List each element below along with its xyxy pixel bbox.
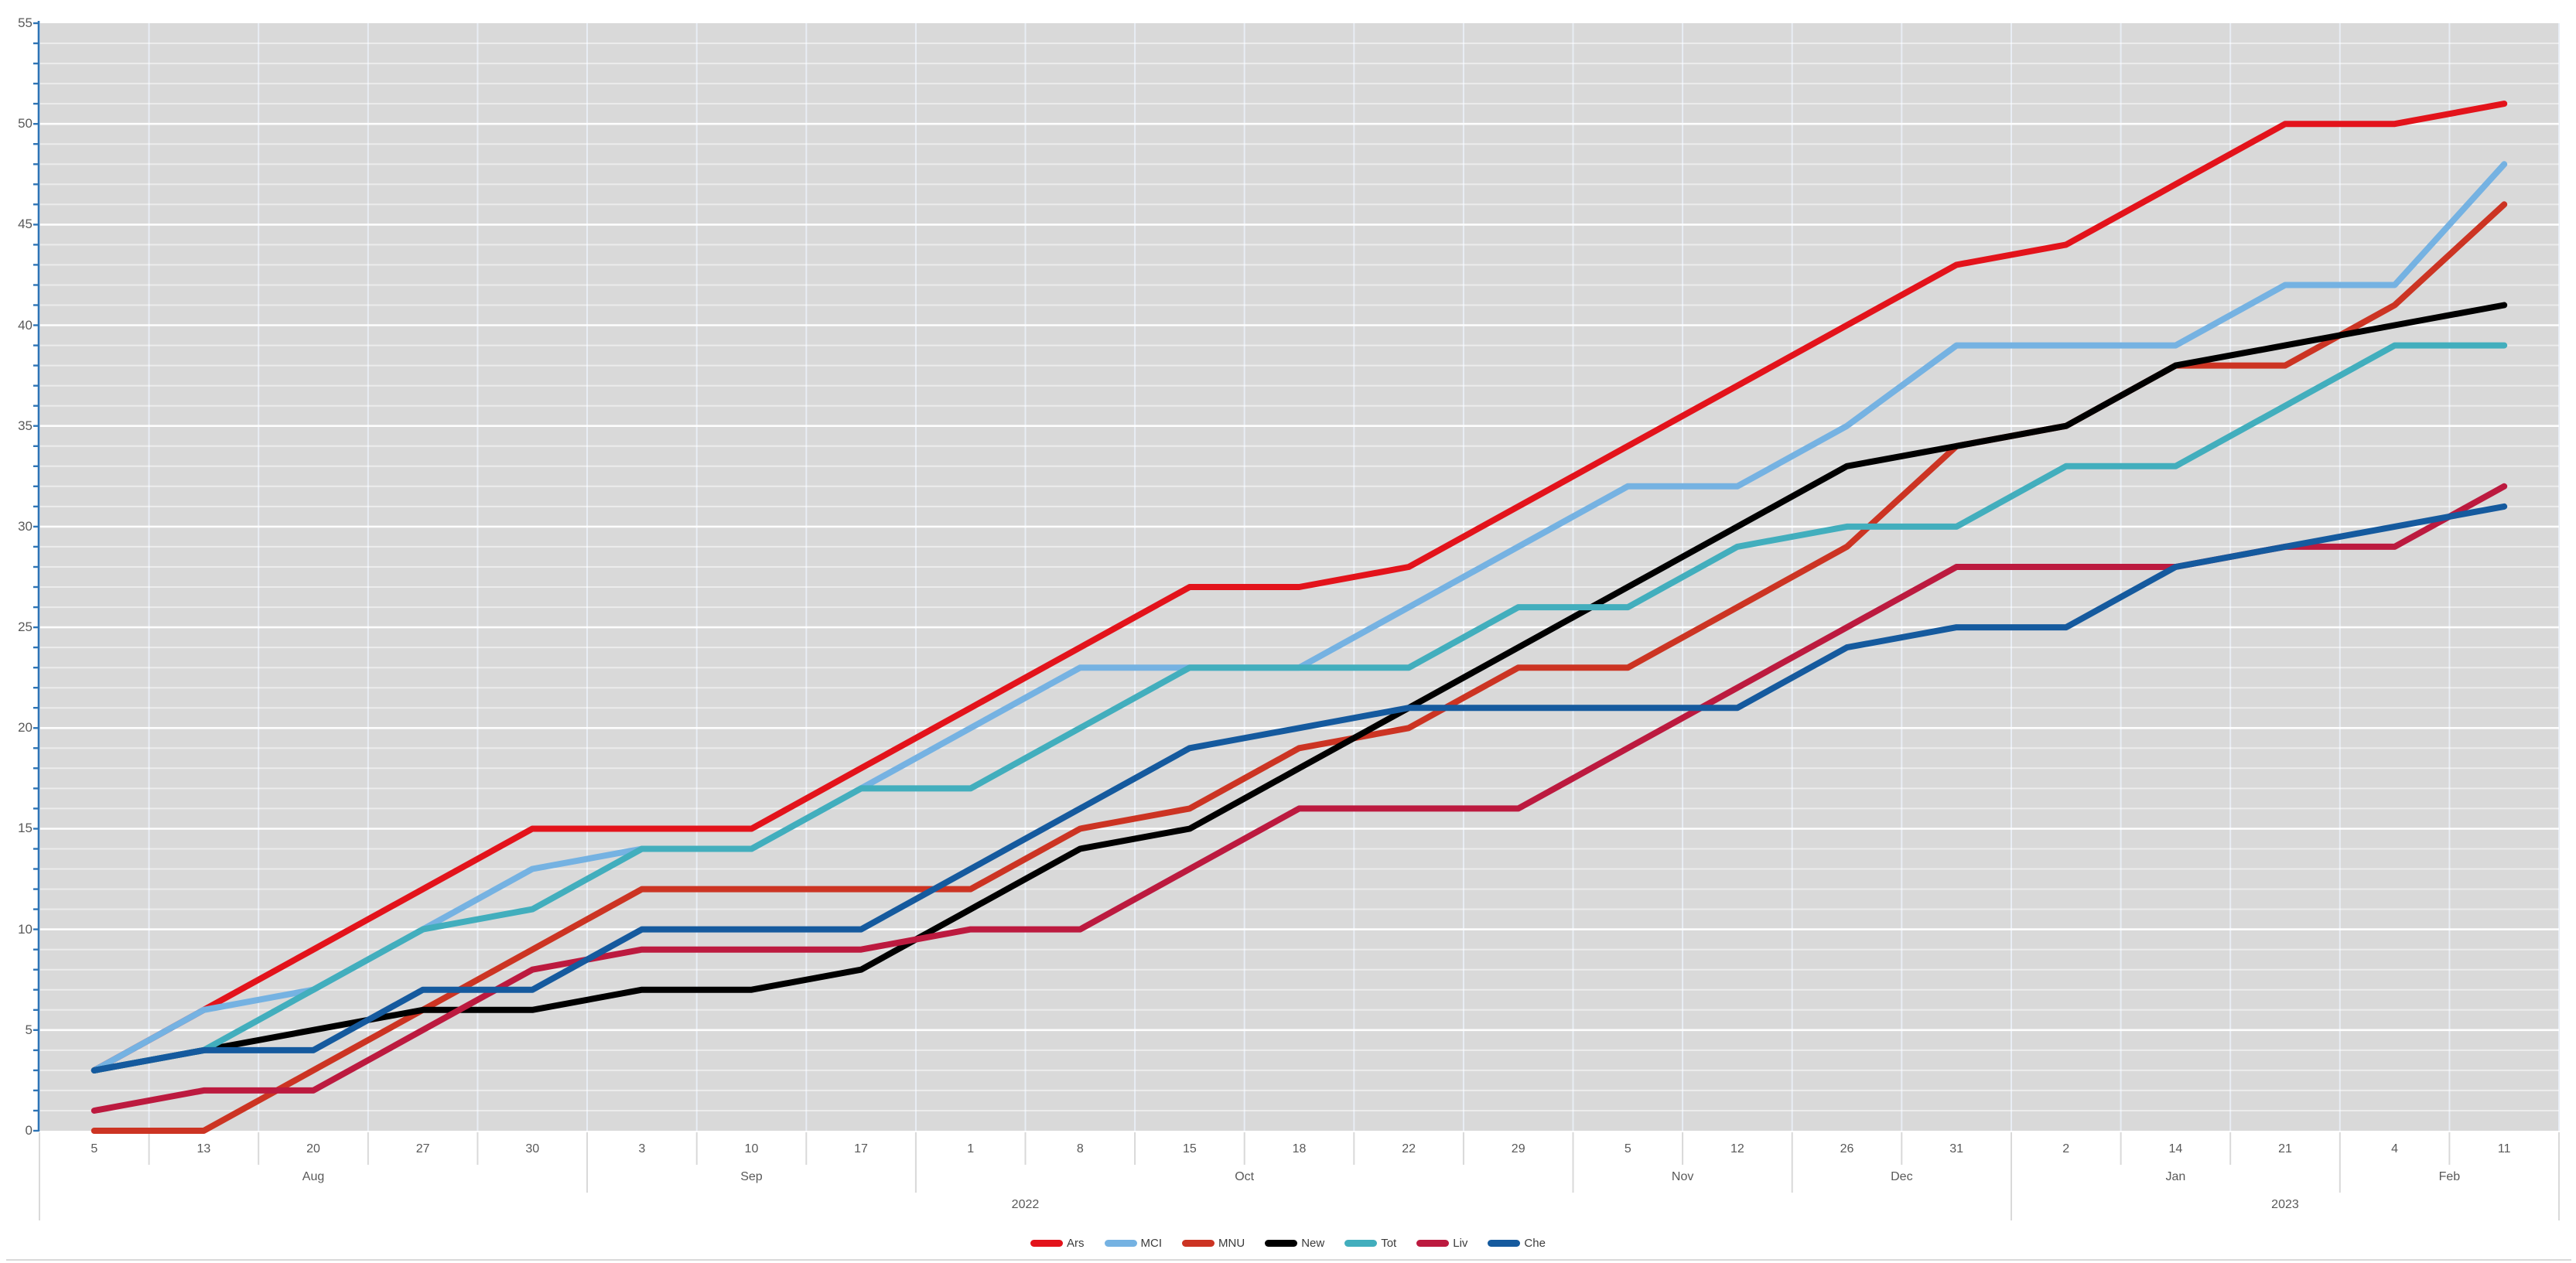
- legend-item-Liv: Liv: [1416, 1237, 1467, 1250]
- x-axis-month-label: Dec: [1891, 1170, 1913, 1183]
- legend-swatch-icon: [1265, 1239, 1298, 1247]
- x-axis-day-label: 5: [91, 1142, 98, 1155]
- legend-item-MCI: MCI: [1104, 1236, 1163, 1250]
- chart-legend: Ars MCI MNU New Tot Liv Che: [0, 1230, 2576, 1256]
- series-line-New: [91, 302, 2508, 1074]
- y-axis-tick-label: 10: [18, 921, 32, 937]
- legend-label: Che: [1524, 1236, 1546, 1250]
- x-axis-month-label: Oct: [1235, 1170, 1255, 1183]
- x-axis-day-label: 14: [2168, 1142, 2183, 1155]
- x-axis-day-label: 12: [1730, 1142, 1744, 1155]
- y-axis-tick-label: 50: [18, 116, 32, 131]
- x-axis-day-label: 3: [638, 1142, 646, 1155]
- x-axis-month-label: Aug: [302, 1170, 325, 1183]
- y-axis-tick-label: 45: [18, 217, 32, 232]
- x-axis-month-label: Sep: [740, 1170, 763, 1183]
- x-axis-year-label: 2022: [1011, 1198, 1040, 1211]
- y-axis-tick-label: 35: [18, 418, 32, 433]
- legend-swatch-icon: [1416, 1239, 1450, 1247]
- legend-item-New: New: [1265, 1237, 1324, 1250]
- x-axis-day-label: 31: [1949, 1142, 1964, 1155]
- y-axis-tick-label: 5: [25, 1022, 32, 1037]
- legend-item-Ars: Ars: [1030, 1237, 1085, 1250]
- x-axis-day-label: 30: [525, 1142, 540, 1155]
- y-axis-tick-label: 0: [25, 1123, 32, 1138]
- x-axis-day-label: 1: [967, 1142, 975, 1155]
- legend-item-Che: Che: [1488, 1237, 1546, 1250]
- legend-swatch-icon: [1488, 1239, 1521, 1247]
- x-axis-month-label: Feb: [2438, 1170, 2461, 1183]
- y-axis-tick-label: 55: [18, 15, 32, 30]
- x-axis-day-label: 11: [2497, 1142, 2511, 1155]
- x-axis-day-label: 15: [1182, 1142, 1197, 1155]
- x-axis-day-label: 21: [2278, 1142, 2292, 1155]
- legend-label: Tot: [1381, 1236, 1397, 1250]
- window-bottom-border: [6, 1259, 2571, 1261]
- x-axis-day-label: 26: [1840, 1142, 1854, 1155]
- plot-background: [39, 23, 2559, 1131]
- x-axis-day-label: 17: [854, 1142, 868, 1155]
- x-axis-day-label: 22: [1402, 1142, 1416, 1155]
- x-axis-day-label: 8: [1076, 1142, 1084, 1155]
- x-axis-day-label: 29: [1511, 1142, 1525, 1155]
- legend-label: New: [1301, 1236, 1325, 1250]
- legend-item-MNU: MNU: [1182, 1237, 1245, 1250]
- legend-label: MNU: [1218, 1236, 1245, 1250]
- x-axis-day-label: 27: [415, 1142, 430, 1155]
- y-axis-tick-label: 25: [18, 620, 32, 635]
- legend-label: Ars: [1067, 1236, 1085, 1250]
- legend-label: Liv: [1453, 1236, 1468, 1250]
- x-axis-day-label: 2: [2062, 1142, 2070, 1155]
- y-axis-tick-label: 15: [18, 821, 32, 836]
- x-axis-separators: [39, 1132, 2560, 1220]
- x-axis-year-label: 2023: [2271, 1198, 2299, 1211]
- x-axis-day-label: 13: [196, 1142, 211, 1155]
- y-axis-line: [33, 21, 40, 1132]
- series-line-Che: [91, 503, 2508, 1074]
- x-axis-day-label: 5: [1624, 1142, 1631, 1155]
- legend-swatch-icon: [1344, 1239, 1378, 1247]
- y-axis-tick-label: 20: [18, 720, 32, 736]
- y-axis-tick-label: 30: [18, 518, 32, 534]
- x-axis-month-label: Jan: [2165, 1170, 2186, 1183]
- x-axis-month-label: Nov: [1671, 1170, 1694, 1183]
- x-axis-day-label: 4: [2391, 1142, 2399, 1155]
- series-line-Ars: [91, 101, 2508, 1074]
- legend-label: MCI: [1140, 1236, 1163, 1250]
- x-axis-day-label: 18: [1292, 1142, 1307, 1155]
- y-axis-tick-label: 40: [18, 317, 32, 333]
- legend-swatch-icon: [1182, 1239, 1215, 1247]
- legend-swatch-icon: [1104, 1239, 1137, 1247]
- legend-swatch-icon: [1030, 1239, 1064, 1247]
- x-axis-day-label: 10: [744, 1142, 759, 1155]
- series-line-Tot: [91, 342, 2508, 1074]
- x-axis-day-label: 20: [306, 1142, 320, 1155]
- legend-item-Tot: Tot: [1344, 1237, 1396, 1250]
